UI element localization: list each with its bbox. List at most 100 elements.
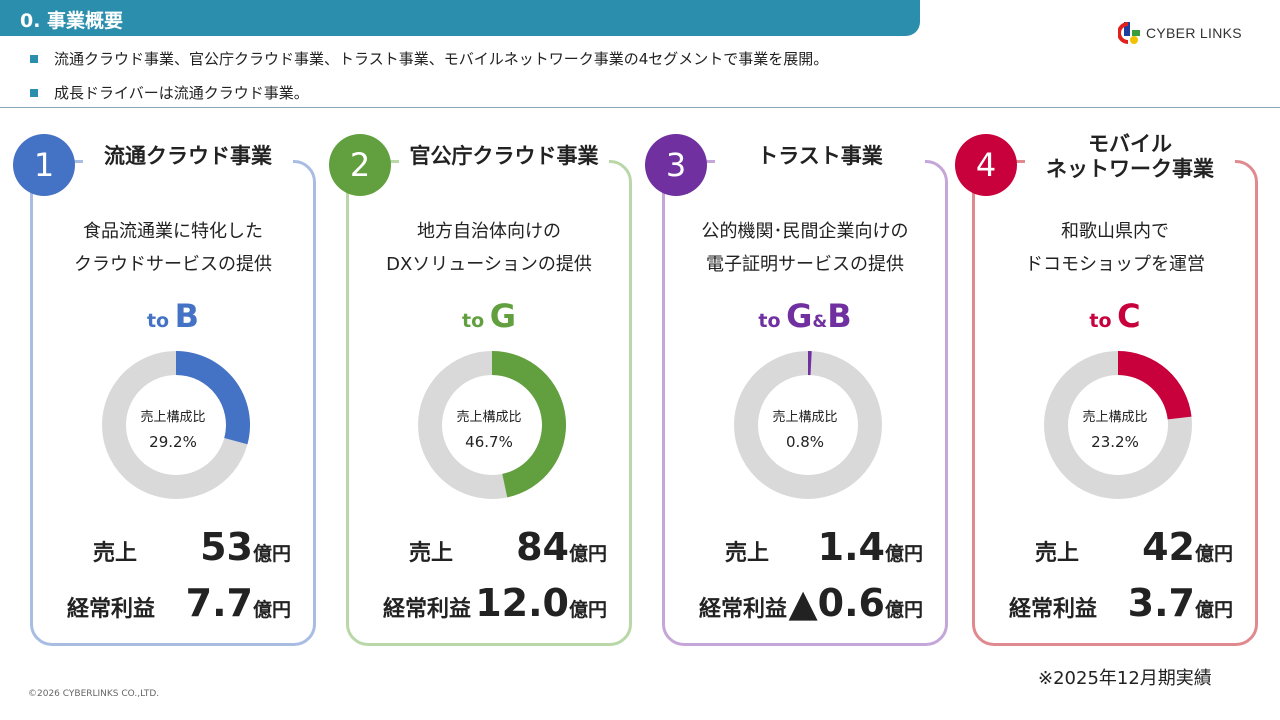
target-letter: G xyxy=(786,297,813,335)
profit-row: 経常利益 ▲0.6 億円 xyxy=(665,581,945,625)
to-prefix: to xyxy=(146,310,170,332)
description-line: 電子証明サービスの提供 xyxy=(706,254,904,275)
copyright: ©2026 CYBERLINKS CO.,LTD. xyxy=(28,689,160,699)
sales-share-donut xyxy=(102,351,250,499)
profit-row: 経常利益 12.0 億円 xyxy=(349,581,629,625)
unit: 億円 xyxy=(252,543,291,565)
sales-row: 売上 42 億円 xyxy=(975,525,1255,569)
bullet-item: 流通クラウド事業、官公庁クラウド事業、トラスト事業、モバイルネットワーク事業の4… xyxy=(30,48,828,69)
description-line: 食品流通業に特化した xyxy=(83,221,263,242)
description-line: DXソリューションの提供 xyxy=(386,254,592,275)
sales-value: 1.4 xyxy=(817,525,885,569)
company-logo: CYBER LINKS xyxy=(1118,20,1242,46)
unit: 億円 xyxy=(568,543,607,565)
segment-title: 流通クラウド事業 xyxy=(83,131,293,183)
description-line: 地方自治体向けの xyxy=(417,221,561,242)
donut-rest-segment xyxy=(734,351,882,499)
profit-value: 12.0 xyxy=(475,581,569,625)
share-value: 23.2% xyxy=(1091,433,1139,451)
sales-label: 売上 xyxy=(1035,541,1080,566)
profit-label: 経常利益 xyxy=(67,597,156,622)
sales-value: 84 xyxy=(516,525,569,569)
unit: 億円 xyxy=(884,599,923,621)
share-label: 売上構成比 xyxy=(772,410,838,425)
unit: 億円 xyxy=(252,599,291,621)
segment-title: トラスト事業 xyxy=(715,131,925,183)
sales-share-donut xyxy=(734,351,882,499)
description-line: ドコモショップを運営 xyxy=(1025,254,1205,275)
donut-share-segment xyxy=(1118,351,1192,420)
sales-share-donut xyxy=(1044,351,1192,499)
profit-label: 経常利益 xyxy=(699,597,788,622)
unit: 億円 xyxy=(568,599,607,621)
sales-label: 売上 xyxy=(93,541,138,566)
segment-card: 2 官公庁クラウド事業 地方自治体向けの DXソリューションの提供 to G 売上… xyxy=(329,131,632,646)
unit: 億円 xyxy=(884,543,923,565)
unit: 億円 xyxy=(1194,543,1233,565)
target-letter: B xyxy=(174,297,200,335)
target-label: to C xyxy=(975,297,1255,335)
share-label: 売上構成比 xyxy=(140,410,206,425)
segment-number-badge: 4 xyxy=(955,134,1017,196)
share-value: 0.8% xyxy=(785,433,825,451)
donut-share-segment xyxy=(808,351,812,376)
section-header: 0. 事業概要 xyxy=(0,0,920,36)
sales-value: 42 xyxy=(1142,525,1195,569)
segment-description: 地方自治体向けの DXソリューションの提供 xyxy=(349,215,629,281)
description-line: 和歌山県内で xyxy=(1061,221,1169,242)
bullet-text: 流通クラウド事業、官公庁クラウド事業、トラスト事業、モバイルネットワーク事業の4… xyxy=(54,50,829,68)
cyberlinks-logo-icon xyxy=(1118,22,1140,44)
bullet-item: 成長ドライバーは流通クラウド事業。 xyxy=(30,82,309,103)
sales-share-donut xyxy=(418,351,566,499)
profit-value: 7.7 xyxy=(185,581,253,625)
to-prefix: to xyxy=(462,310,485,332)
sales-value: 53 xyxy=(200,525,253,569)
profit-value: ▲0.6 xyxy=(788,581,885,625)
logo-text: CYBER LINKS xyxy=(1146,25,1242,41)
target-label: to B xyxy=(33,297,313,335)
segment-number-badge: 2 xyxy=(329,134,391,196)
target-label: to G xyxy=(349,297,629,335)
segment-card: 3 トラスト事業 公的機関･民間企業向けの 電子証明サービスの提供 to G&B … xyxy=(645,131,948,646)
sales-label: 売上 xyxy=(725,541,770,566)
unit: 億円 xyxy=(1194,599,1233,621)
share-value: 29.2% xyxy=(149,433,197,451)
profit-label: 経常利益 xyxy=(383,597,472,622)
sales-row: 売上 53 億円 xyxy=(33,525,313,569)
target-label: to G&B xyxy=(665,297,945,335)
donut-share-segment xyxy=(492,351,566,498)
segment-description: 和歌山県内でドコモショップを運営 xyxy=(975,215,1255,281)
description-line: クラウドサービスの提供 xyxy=(74,254,272,275)
bullet-icon xyxy=(30,88,38,97)
segment-description: 公的機関･民間企業向けの 電子証明サービスの提供 xyxy=(665,215,945,281)
divider xyxy=(0,107,1280,108)
segment-number-badge: 3 xyxy=(645,134,707,196)
profit-row: 経常利益 3.7 億円 xyxy=(975,581,1255,625)
description-line: 公的機関･民間企業向けの xyxy=(701,221,909,242)
target-letter-2: B xyxy=(827,297,852,335)
profit-value: 3.7 xyxy=(1127,581,1195,625)
to-prefix: to xyxy=(758,310,781,332)
segment-number-badge: 1 xyxy=(13,134,75,196)
bullet-icon xyxy=(30,54,38,63)
to-prefix: to xyxy=(1089,310,1112,332)
segment-title: モバイル ネットワーク事業 xyxy=(1025,131,1235,183)
share-label: 売上構成比 xyxy=(456,410,522,425)
target-letter: C xyxy=(1117,297,1141,335)
target-letter: G xyxy=(489,297,516,335)
share-value: 46.7% xyxy=(465,433,513,451)
donut-share-segment xyxy=(176,351,250,445)
share-label: 売上構成比 xyxy=(1082,410,1148,425)
sales-label: 売上 xyxy=(409,541,454,566)
profit-label: 経常利益 xyxy=(1009,597,1098,622)
page-title: 0. 事業概要 xyxy=(20,10,124,32)
segment-card: 1 流通クラウド事業 食品流通業に特化した クラウドサービスの提供 to B 売上… xyxy=(13,131,316,646)
target-amp: & xyxy=(812,312,828,332)
segment-title: 官公庁クラウド事業 xyxy=(399,131,609,183)
footnote: ※2025年12月期実績 xyxy=(1038,668,1212,689)
segment-description: 食品流通業に特化した クラウドサービスの提供 xyxy=(33,215,313,281)
bullet-text: 成長ドライバーは流通クラウド事業。 xyxy=(54,84,309,102)
segment-card: 4 モバイル ネットワーク事業 和歌山県内でドコモショップを運営 to C 売上… xyxy=(955,131,1258,646)
profit-row: 経常利益 7.7 億円 xyxy=(33,581,313,625)
sales-row: 売上 1.4 億円 xyxy=(665,525,945,569)
